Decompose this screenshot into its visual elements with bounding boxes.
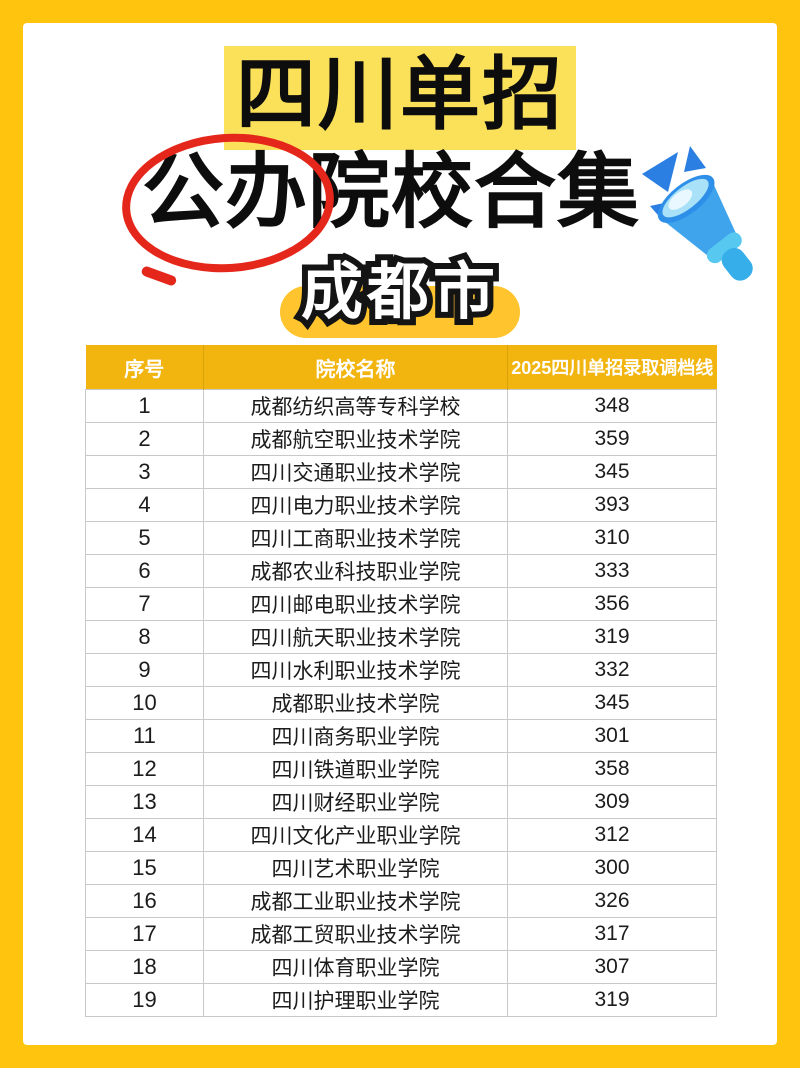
score-value: 317 bbox=[507, 917, 717, 951]
table-row: 17 成都工贸职业技术学院 317 bbox=[85, 917, 717, 951]
score-value: 319 bbox=[507, 983, 717, 1017]
row-number: 4 bbox=[85, 488, 204, 522]
score-value: 358 bbox=[507, 752, 717, 786]
school-name: 四川文化产业职业学院 bbox=[203, 818, 508, 852]
row-number: 15 bbox=[85, 851, 204, 885]
row-number: 13 bbox=[85, 785, 204, 819]
table-row: 18 四川体育职业学院 307 bbox=[85, 950, 717, 984]
school-name: 成都航空职业技术学院 bbox=[203, 422, 508, 456]
score-value: 319 bbox=[507, 620, 717, 654]
city-name: 成都市 bbox=[300, 258, 500, 327]
row-number: 6 bbox=[85, 554, 204, 588]
table-body: 1 成都纺织高等专科学校 348 2 成都航空职业技术学院 359 3 四川交通职业技术学院 3… bbox=[85, 389, 717, 1017]
column-header-score: 2025四川单招录取调档线 bbox=[507, 345, 717, 390]
row-number: 16 bbox=[85, 884, 204, 918]
school-name: 成都职业技术学院 bbox=[203, 686, 508, 720]
school-name: 四川铁道职业学院 bbox=[203, 752, 508, 786]
row-number: 18 bbox=[85, 950, 204, 984]
row-number: 11 bbox=[85, 719, 204, 753]
table-row: 8 四川航天职业技术学院 319 bbox=[85, 620, 717, 654]
school-name: 成都农业科技职业学院 bbox=[203, 554, 508, 588]
table-row: 15 四川艺术职业学院 300 bbox=[85, 851, 717, 885]
title-line-1: 四川单招 bbox=[0, 46, 800, 150]
school-name: 四川财经职业学院 bbox=[203, 785, 508, 819]
school-name: 四川电力职业技术学院 bbox=[203, 488, 508, 522]
circled-word-text: 公办 bbox=[142, 147, 309, 238]
table-row: 4 四川电力职业技术学院 393 bbox=[85, 488, 717, 522]
table-row: 14 四川文化产业职业学院 312 bbox=[85, 818, 717, 852]
school-name: 四川商务职业学院 bbox=[203, 719, 508, 753]
column-header-name: 院校名称 bbox=[203, 345, 508, 390]
city-pill bbox=[280, 286, 520, 338]
table-row: 12 四川铁道职业学院 358 bbox=[85, 752, 717, 786]
title-line-2-rest: 院校合集 bbox=[308, 147, 641, 238]
row-number: 1 bbox=[85, 389, 204, 423]
score-value: 326 bbox=[507, 884, 717, 918]
table-header: 序号 院校名称 2025四川单招录取调档线 bbox=[85, 345, 717, 390]
row-number: 17 bbox=[85, 917, 204, 951]
circled-word: 公办 bbox=[117, 126, 339, 280]
school-name: 四川交通职业技术学院 bbox=[203, 455, 508, 489]
school-name: 成都纺织高等专科学校 bbox=[203, 389, 508, 423]
table-row: 7 四川邮电职业技术学院 356 bbox=[85, 587, 717, 621]
score-value: 333 bbox=[507, 554, 717, 588]
row-number: 2 bbox=[85, 422, 204, 456]
row-number: 12 bbox=[85, 752, 204, 786]
city-name-outline: 成都市 bbox=[295, 252, 501, 333]
school-name: 四川护理职业学院 bbox=[203, 983, 508, 1017]
table-row: 1 成都纺织高等专科学校 348 bbox=[85, 389, 717, 423]
row-number: 9 bbox=[85, 653, 204, 687]
row-number: 3 bbox=[85, 455, 204, 489]
table-row: 11 四川商务职业学院 301 bbox=[85, 719, 717, 753]
table-row: 5 四川工商职业技术学院 310 bbox=[85, 521, 717, 555]
score-value: 348 bbox=[507, 389, 717, 423]
title-line-2: 公办 院校合集 bbox=[117, 126, 641, 280]
score-value: 312 bbox=[507, 818, 717, 852]
score-value: 345 bbox=[507, 686, 717, 720]
school-name: 四川邮电职业技术学院 bbox=[203, 587, 508, 621]
school-name: 成都工业职业技术学院 bbox=[203, 884, 508, 918]
score-value: 300 bbox=[507, 851, 717, 885]
score-value: 309 bbox=[507, 785, 717, 819]
school-name: 四川航天职业技术学院 bbox=[203, 620, 508, 654]
score-table: 序号 院校名称 2025四川单招录取调档线 1 成都纺织高等专科学校 348 2 成都航… bbox=[85, 345, 717, 1017]
row-number: 5 bbox=[85, 521, 204, 555]
school-name: 四川体育职业学院 bbox=[203, 950, 508, 984]
city-badge: 成都市 成都市 bbox=[0, 252, 800, 340]
score-value: 393 bbox=[507, 488, 717, 522]
table-row: 16 成都工业职业技术学院 326 bbox=[85, 884, 717, 918]
column-header-no: 序号 bbox=[85, 345, 204, 390]
title-highlight: 四川单招 bbox=[224, 46, 576, 150]
table-header-row: 序号 院校名称 2025四川单招录取调档线 bbox=[85, 345, 717, 390]
table-row: 9 四川水利职业技术学院 332 bbox=[85, 653, 717, 687]
row-number: 19 bbox=[85, 983, 204, 1017]
megaphone-icon bbox=[642, 146, 753, 281]
row-number: 8 bbox=[85, 620, 204, 654]
table-row: 10 成都职业技术学院 345 bbox=[85, 686, 717, 720]
table-row: 2 成都航空职业技术学院 359 bbox=[85, 422, 717, 456]
score-value: 356 bbox=[507, 587, 717, 621]
table-row: 19 四川护理职业学院 319 bbox=[85, 983, 717, 1017]
school-name: 成都工贸职业技术学院 bbox=[203, 917, 508, 951]
school-name: 四川水利职业技术学院 bbox=[203, 653, 508, 687]
score-value: 301 bbox=[507, 719, 717, 753]
row-number: 7 bbox=[85, 587, 204, 621]
score-value: 332 bbox=[507, 653, 717, 687]
school-name: 四川艺术职业学院 bbox=[203, 851, 508, 885]
table-row: 13 四川财经职业学院 309 bbox=[85, 785, 717, 819]
school-name: 四川工商职业技术学院 bbox=[203, 521, 508, 555]
score-value: 310 bbox=[507, 521, 717, 555]
table-row: 3 四川交通职业技术学院 345 bbox=[85, 455, 717, 489]
score-value: 345 bbox=[507, 455, 717, 489]
row-number: 14 bbox=[85, 818, 204, 852]
score-value: 307 bbox=[507, 950, 717, 984]
row-number: 10 bbox=[85, 686, 204, 720]
score-value: 359 bbox=[507, 422, 717, 456]
table-row: 6 成都农业科技职业学院 333 bbox=[85, 554, 717, 588]
